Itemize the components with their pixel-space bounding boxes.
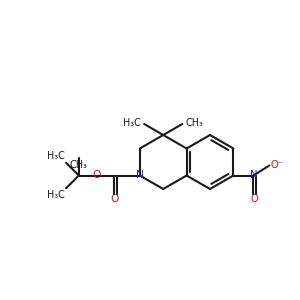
Text: O: O <box>111 194 119 205</box>
Text: H₃C: H₃C <box>47 190 65 200</box>
Text: H₃C: H₃C <box>123 118 141 128</box>
Text: H₃C: H₃C <box>47 151 65 161</box>
Text: O⁻: O⁻ <box>271 160 284 170</box>
Text: O: O <box>250 194 258 205</box>
Text: N: N <box>250 170 257 181</box>
Text: O: O <box>93 170 101 181</box>
Text: CH₃: CH₃ <box>70 160 88 170</box>
Text: N: N <box>136 170 144 181</box>
Text: CH₃: CH₃ <box>185 118 203 128</box>
